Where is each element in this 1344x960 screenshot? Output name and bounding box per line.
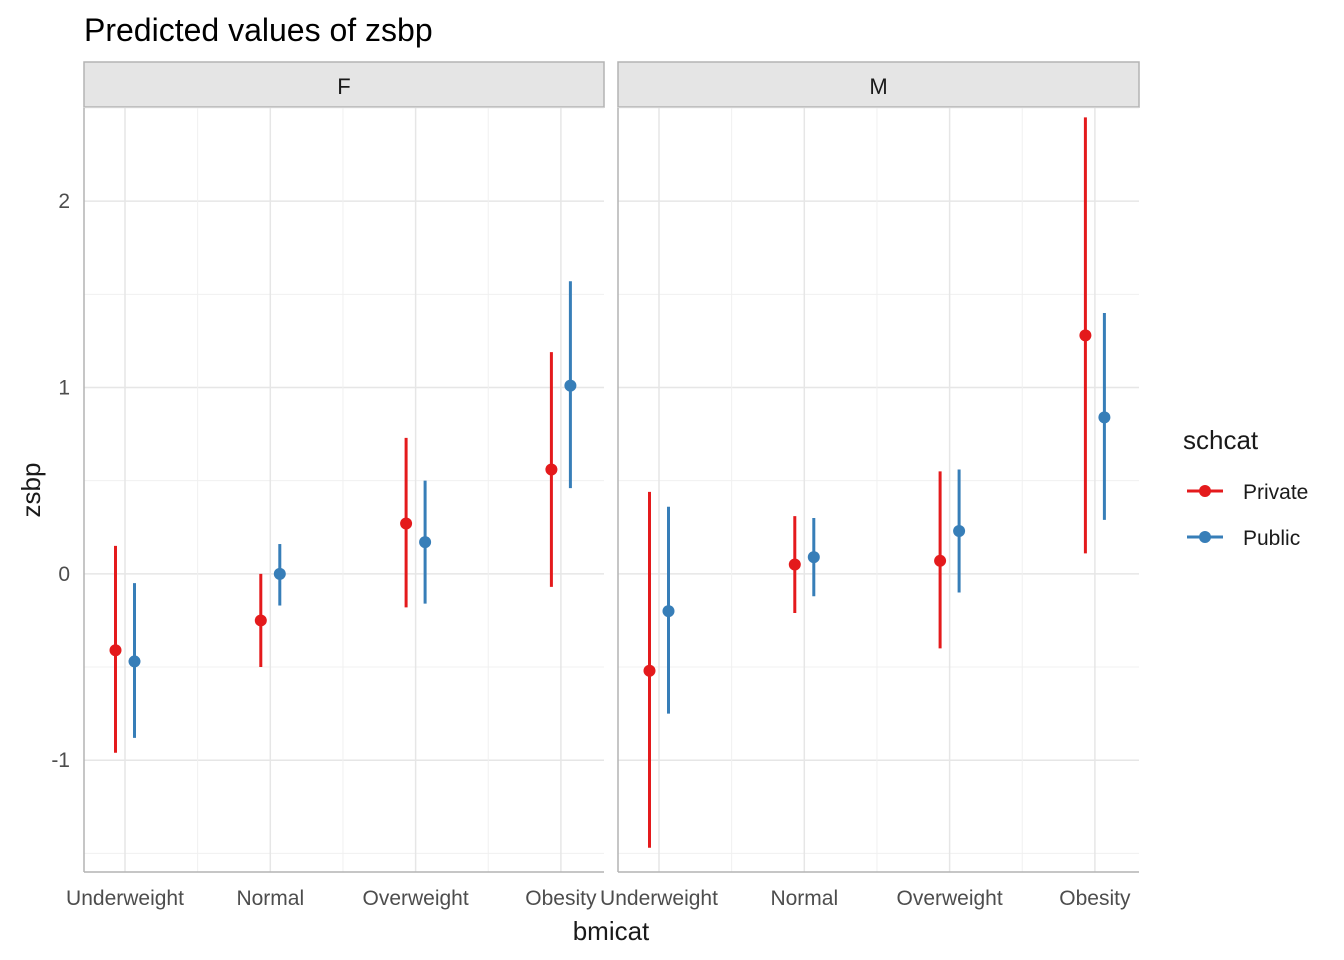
data-point — [109, 644, 122, 657]
legend: schcat Private Public — [1183, 425, 1308, 550]
y-axis-title: zsbp — [16, 463, 46, 518]
data-point — [254, 614, 267, 627]
data-point — [662, 605, 675, 618]
data-point — [128, 655, 141, 668]
x-tick-label: Obesity — [1059, 887, 1131, 910]
data-point — [400, 517, 413, 530]
data-point — [807, 551, 820, 564]
y-tick-label: 0 — [58, 563, 70, 586]
data-point — [1079, 329, 1092, 342]
x-tick-label: Obesity — [525, 887, 597, 910]
facets: F -1 0 1 2 Underweight Normal Overweight Obesity… — [51, 61, 1140, 910]
x-tick-label: Normal — [236, 887, 304, 910]
chart-title: Predicted values of zsbp — [84, 12, 433, 48]
data-point — [545, 463, 558, 476]
data-point — [934, 554, 947, 567]
x-tick-label: Overweight — [896, 887, 1002, 910]
y-tick-label: 2 — [58, 190, 70, 213]
data-point — [953, 524, 966, 537]
facet-strip — [617, 61, 1140, 108]
y-tick-label: 1 — [58, 377, 70, 400]
legend-key-point — [1199, 531, 1211, 543]
data-point — [564, 379, 577, 392]
legend-label: Public — [1243, 527, 1300, 550]
x-tick-label: Normal — [770, 887, 838, 910]
x-tick-label: Underweight — [66, 887, 184, 910]
legend-label: Private — [1243, 481, 1308, 504]
legend-key-point — [1199, 485, 1211, 497]
facet-panel-F: F -1 0 1 2 Underweight Normal Overweight Obesity — [51, 61, 605, 910]
data-point — [788, 558, 801, 571]
facet-strip-label: F — [337, 74, 350, 99]
data-point — [419, 536, 432, 549]
y-tick-label: -1 — [51, 749, 70, 772]
data-point — [643, 664, 656, 677]
x-tick-label: Underweight — [600, 887, 718, 910]
legend-title: schcat — [1183, 425, 1259, 455]
facet-panel-M: M Underweight Normal Overweight Obesity — [600, 61, 1140, 910]
facet-strip — [83, 61, 605, 108]
x-tick-label: Overweight — [362, 887, 468, 910]
data-point — [273, 567, 286, 580]
facet-strip-label: M — [869, 74, 887, 99]
x-axis-title: bmicat — [573, 916, 650, 946]
data-point — [1098, 411, 1111, 424]
